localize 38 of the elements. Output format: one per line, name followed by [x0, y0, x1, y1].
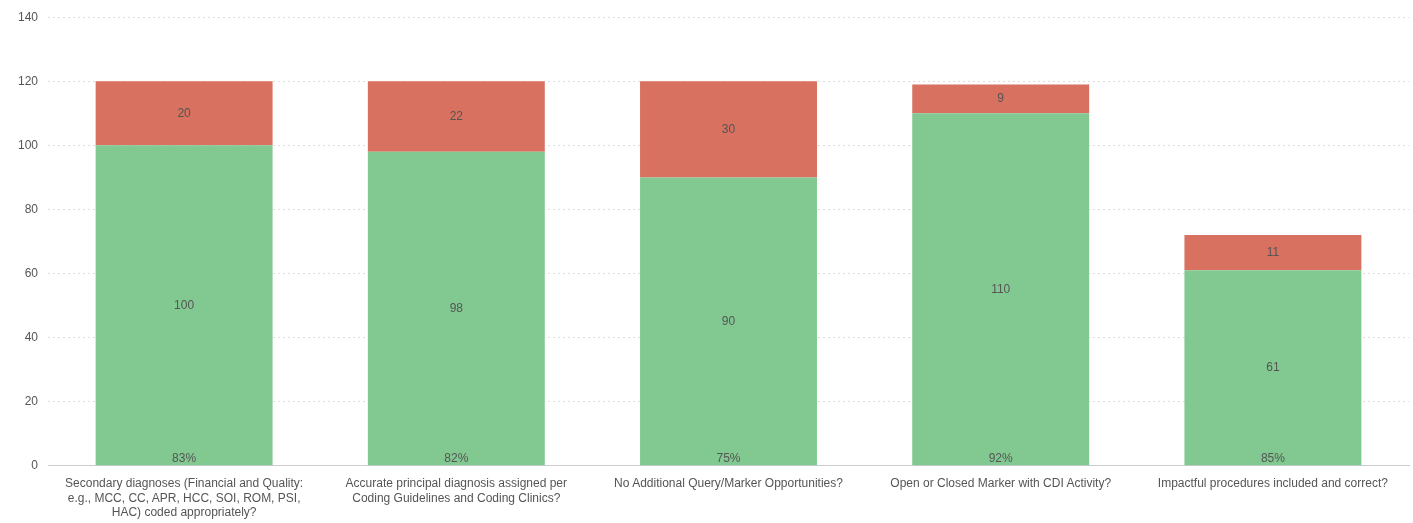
bar	[640, 81, 817, 178]
x-tick-label: Open or Closed Marker with CDI Activity?	[890, 476, 1112, 491]
bar	[367, 151, 545, 466]
y-tick-label: 100	[17, 137, 39, 152]
bar	[912, 84, 1090, 114]
annotation: 83%	[172, 451, 197, 466]
data-label: 9	[997, 91, 1005, 106]
bar	[95, 145, 273, 466]
annotation: 85%	[1260, 451, 1286, 466]
data-label: 22	[449, 108, 464, 123]
data-label: 100	[174, 297, 195, 312]
bar	[1184, 235, 1362, 271]
x-tick-label: Secondary diagnoses (Financial and Quality: e.g., MCC, CC, APR, HCC, SOI, ROM, PSI, HAC) coded appropriately?	[65, 476, 304, 520]
bar	[367, 81, 545, 152]
data-label: 20	[177, 105, 192, 120]
data-label: 61	[1266, 360, 1280, 375]
data-label: 11	[1266, 245, 1280, 260]
bar	[95, 81, 273, 146]
x-tick-label: Impactful procedures included and correct?	[1157, 476, 1389, 491]
y-tick-label: 120	[17, 73, 39, 88]
y-tick-label: 20	[24, 394, 39, 409]
bar	[912, 113, 1090, 466]
annotation: 92%	[988, 451, 1014, 466]
y-tick-label: 60	[24, 265, 39, 280]
data-label: 90	[721, 313, 736, 328]
y-tick-label: 0	[31, 458, 39, 473]
data-label: 110	[991, 281, 1011, 296]
data-label: 98	[449, 300, 464, 315]
data-label: 30	[721, 121, 736, 136]
annotation: 82%	[444, 451, 469, 466]
bar	[1184, 270, 1362, 466]
bar	[640, 177, 817, 466]
x-tick-label: Accurate principal diagnosis assigned per Coding Guidelines and Coding Clinics?	[345, 476, 568, 505]
annotation: 75%	[716, 451, 741, 466]
y-tick-label: 140	[17, 9, 39, 24]
x-tick-label: No Additional Query/Marker Opportunities?	[614, 476, 844, 491]
y-tick-label: 80	[24, 201, 39, 216]
y-tick-label: 40	[24, 329, 39, 344]
